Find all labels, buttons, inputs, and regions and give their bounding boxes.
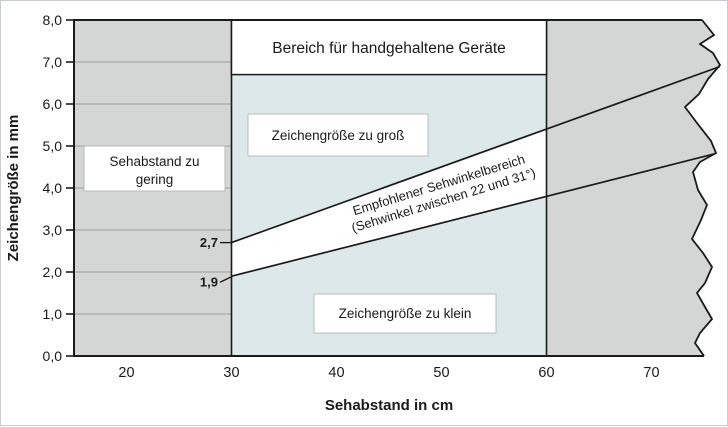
y-tick-label: 4,0: [43, 180, 63, 196]
handheld-area-label: Bereich für handgehaltene Geräte: [272, 40, 506, 57]
too-close-label-line1: Sehabstand zu: [109, 154, 199, 169]
y-axis-title: Zeichengröße in mm: [5, 115, 22, 262]
lower-limit-value-label: 1,9: [200, 275, 218, 290]
y-tick-label: 3,0: [43, 222, 63, 238]
too-large-label: Zeichengröße zu groß: [272, 128, 405, 143]
x-axis-title: Sehabstand in cm: [325, 397, 453, 414]
y-tick-label: 5,0: [43, 138, 63, 154]
torn-edge: [683, 19, 722, 357]
recommended-band: [231, 129, 547, 277]
y-tick-label: 0,0: [43, 348, 63, 364]
x-tick-label: 20: [118, 365, 134, 381]
too-small-label: Zeichengröße zu klein: [339, 306, 472, 321]
y-axis-ticks: 0,0 1,0 2,0 3,0 4,0 5,0 6,0 7,0 8,0: [43, 12, 74, 364]
x-tick-label: 70: [643, 365, 659, 381]
zone-gray-right-torn: [546, 20, 720, 356]
x-tick-label: 60: [538, 365, 554, 381]
lower-limit-line: [231, 152, 716, 278]
too-close-box: [83, 145, 226, 192]
upper-limit-line: [231, 65, 721, 244]
too-large-box: [247, 113, 429, 157]
x-tick-label: 50: [433, 365, 449, 381]
x-tick-label: 30: [223, 365, 239, 381]
too-small-box: [313, 293, 497, 334]
x-axis-ticks: 20 30 40 50 60 70: [118, 365, 659, 381]
y-tick-label: 2,0: [43, 264, 63, 280]
y-tick-label: 6,0: [43, 96, 63, 112]
upper-limit-value-label: 2,7: [200, 235, 218, 250]
lower-value-connector: [219, 276, 232, 283]
x-tick-label: 40: [328, 365, 344, 381]
too-close-label-line2: gering: [136, 172, 174, 187]
y-tick-label: 1,0: [43, 306, 63, 322]
y-tick-label: 7,0: [43, 54, 63, 70]
y-tick-label: 8,0: [43, 12, 63, 28]
